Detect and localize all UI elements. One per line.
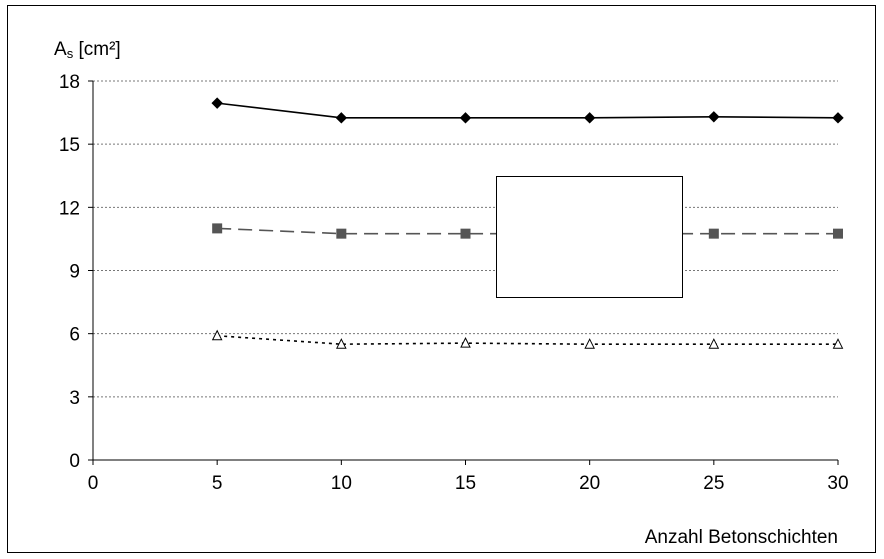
x-axis-label: Anzahl Betonschichten <box>645 527 838 548</box>
data-point <box>583 112 596 124</box>
data-point <box>336 228 347 239</box>
y-tick-label: 3 <box>69 388 80 409</box>
y-tick-label: 15 <box>59 135 80 156</box>
data-point <box>459 112 472 124</box>
data-point <box>460 337 471 348</box>
y-tick-label: 9 <box>69 262 80 283</box>
data-point <box>211 329 223 341</box>
data-point <box>833 228 843 239</box>
chart-frame <box>7 5 876 553</box>
data-point <box>212 223 223 234</box>
data-point <box>460 228 471 239</box>
data-point <box>336 338 347 349</box>
x-tick-label: 10 <box>331 473 352 494</box>
data-point <box>832 338 844 349</box>
y-tick-label: 18 <box>59 72 80 93</box>
x-tick-label: 15 <box>455 473 476 494</box>
series-line-s-ges <box>217 102 839 119</box>
x-tick-label: 20 <box>579 473 600 494</box>
x-tick-label: 25 <box>703 473 724 494</box>
y-tick-label: 0 <box>69 451 80 472</box>
legend <box>496 176 683 298</box>
data-point <box>584 338 595 349</box>
data-point <box>335 112 348 124</box>
data-point <box>708 338 720 349</box>
x-tick-label: 30 <box>827 473 848 494</box>
x-tick-label: 5 <box>212 473 223 494</box>
data-point <box>708 228 719 239</box>
y-tick-label: 6 <box>69 325 80 346</box>
y-tick-label: 12 <box>59 198 80 219</box>
y-axis-label: As [cm²] <box>54 39 121 61</box>
data-point <box>708 111 720 123</box>
data-point <box>211 97 223 109</box>
series-line-s-2 <box>217 334 838 345</box>
data-point <box>832 112 844 124</box>
series-line-s-1 <box>217 227 838 235</box>
x-tick-label: 0 <box>88 473 99 494</box>
